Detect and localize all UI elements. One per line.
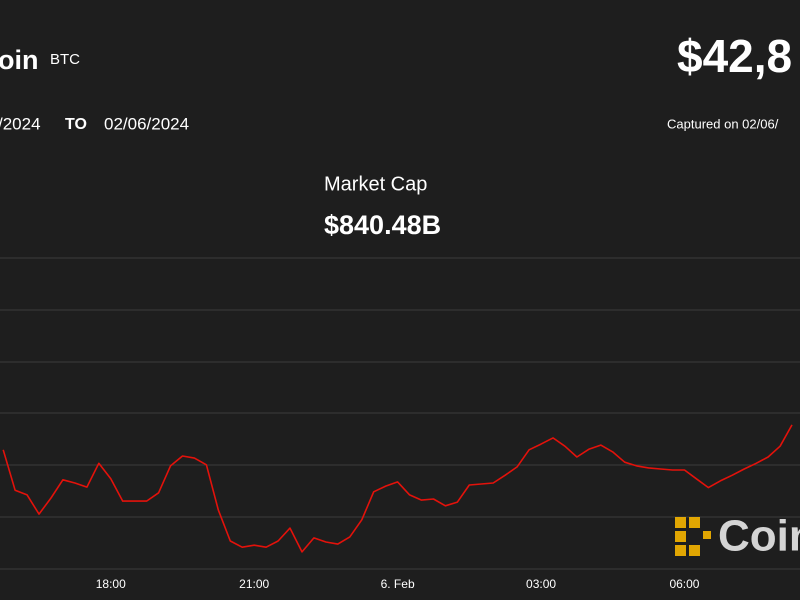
date-to: 02/06/2024 bbox=[104, 114, 189, 133]
watermark-logo: Coin bbox=[675, 512, 800, 561]
logo-block bbox=[675, 531, 686, 542]
chart-title: Market Cap bbox=[324, 173, 427, 195]
x-tick-label: 21:00 bbox=[239, 577, 269, 591]
to-label: TO bbox=[65, 116, 87, 133]
x-tick-label: 06:00 bbox=[669, 577, 699, 591]
coin-name: oin bbox=[0, 45, 39, 75]
chart-subtitle: $840.48B bbox=[324, 210, 441, 240]
price: $42,8 bbox=[677, 30, 792, 82]
logo-block bbox=[675, 545, 686, 556]
logo-block bbox=[689, 517, 700, 528]
logo-block bbox=[675, 517, 686, 528]
coin-symbol: BTC bbox=[50, 51, 80, 68]
grid bbox=[0, 257, 800, 570]
x-tick-label: 03:00 bbox=[526, 577, 556, 591]
watermark: Coin bbox=[718, 512, 800, 561]
plot bbox=[2, 424, 793, 553]
date-from: /2024 bbox=[0, 114, 41, 133]
x-tick-label: 6. Feb bbox=[381, 577, 415, 591]
price-line bbox=[2, 424, 793, 553]
logo-block bbox=[703, 531, 711, 539]
captured-on: Captured on 02/06/ bbox=[667, 116, 779, 131]
logo-block bbox=[689, 545, 700, 556]
x-tick-label: 18:00 bbox=[96, 577, 126, 591]
